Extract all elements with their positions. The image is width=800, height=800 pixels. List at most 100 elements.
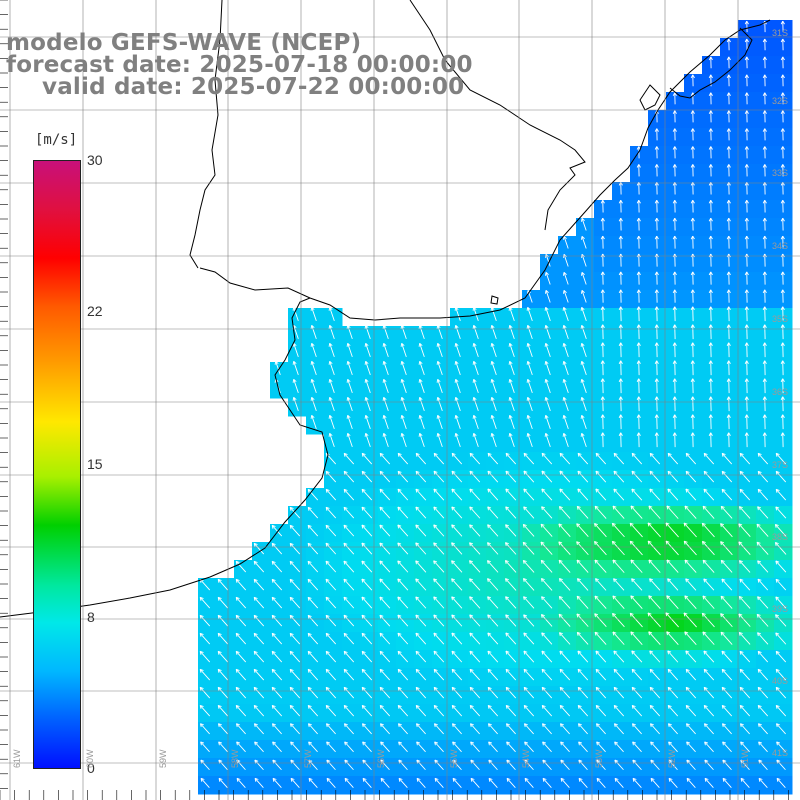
wind-arrow (540, 523, 553, 537)
wind-arrow (744, 414, 749, 430)
lake-dot (490, 295, 499, 305)
wind-arrow (762, 200, 767, 213)
wind-arrow (490, 396, 497, 412)
wind-arrow (487, 668, 499, 681)
wind-arrow (380, 777, 390, 788)
wind-arrow (672, 128, 677, 141)
wind-arrow (672, 360, 677, 376)
wind-arrow (328, 378, 335, 394)
wind-arrow (526, 360, 533, 376)
wind-arrow (757, 470, 769, 483)
wind-arrow (361, 560, 373, 573)
wind-arrow (436, 432, 443, 448)
wind-arrow (469, 686, 481, 699)
wind-arrow (562, 324, 569, 340)
wind-arrow (738, 560, 751, 573)
wind-arrow (703, 470, 715, 483)
wind-arrow (618, 414, 623, 430)
wind-arrow (524, 777, 534, 788)
wind-arrow (631, 650, 643, 663)
wind-arrow (307, 506, 319, 519)
wind-arrow (580, 360, 587, 376)
wind-arrow (418, 342, 425, 358)
wind-arrow (523, 650, 535, 663)
wind-arrow (382, 396, 389, 412)
wind-arrow (576, 631, 589, 645)
wind-arrow (739, 452, 751, 465)
wind-arrow (451, 650, 463, 663)
wind-arrow (544, 432, 551, 448)
wind-arrow (580, 342, 587, 358)
wind-arrow (544, 396, 551, 412)
wind-arrow (469, 614, 481, 627)
wind-arrow (613, 488, 625, 501)
wind-arrow (289, 686, 301, 699)
wind-arrow (708, 342, 713, 358)
wind-arrow (685, 452, 697, 465)
lagoon-small (639, 84, 661, 111)
wind-arrow (289, 542, 301, 555)
wind-arrow (762, 92, 767, 105)
wind-arrow (757, 488, 769, 501)
wind-arrow (418, 396, 425, 412)
wind-arrow (326, 741, 336, 753)
wind-arrow (739, 668, 751, 681)
wind-arrow (594, 523, 607, 538)
wind-arrow (775, 723, 786, 735)
wind-arrow (672, 414, 677, 430)
wind-arrow (397, 650, 409, 663)
wind-arrow (762, 235, 767, 249)
wind-arrow (310, 378, 317, 394)
wind-arrow (217, 650, 229, 663)
wind-arrow (469, 470, 481, 483)
wind-arrow (631, 578, 643, 591)
wind-arrow (522, 523, 535, 537)
wind-arrow (307, 596, 319, 609)
wind-arrow (708, 289, 713, 303)
wind-arrow (618, 378, 623, 394)
wind-arrow (762, 306, 767, 322)
wind-arrow (490, 342, 497, 358)
wind-arrow (523, 488, 535, 501)
wind-arrow (704, 777, 714, 788)
wind-arrow (526, 324, 533, 340)
wind-arrow (613, 578, 625, 591)
wind-arrow (708, 432, 713, 448)
wind-arrow (364, 378, 371, 394)
wind-arrow (613, 668, 625, 681)
wind-arrow (217, 614, 229, 627)
wind-arrow (541, 668, 553, 681)
wind-arrow (618, 235, 623, 249)
wind-arrow (596, 741, 606, 753)
wind-arrow (415, 686, 427, 699)
state-border (409, 0, 586, 231)
wind-arrow (508, 306, 515, 322)
wind-arrow (379, 596, 391, 609)
wind-arrow (433, 524, 445, 537)
wind-arrow (726, 164, 731, 177)
wind-arrow (721, 704, 733, 717)
wind-arrow (343, 488, 355, 501)
wind-arrow (490, 324, 497, 340)
wind-arrow (253, 542, 265, 555)
wind-arrow (665, 522, 679, 538)
wind-arrow (720, 505, 733, 519)
wind-arrow (506, 777, 516, 788)
wind-arrow (600, 235, 605, 249)
wind-arrow (397, 488, 409, 501)
wind-arrow (562, 432, 569, 448)
wind-arrow (690, 200, 695, 213)
wind-arrow (400, 432, 407, 448)
wind-arrow (780, 200, 785, 213)
wind-arrow (595, 650, 607, 663)
wind-arrow (775, 560, 787, 573)
wind-arrow (740, 741, 750, 753)
wind-arrow (469, 704, 481, 717)
wind-arrow (199, 596, 211, 609)
wind-arrow (740, 777, 750, 788)
wind-arrow (271, 578, 283, 591)
wind-arrow (343, 632, 355, 645)
wind-arrow (505, 686, 517, 699)
wind-arrow (672, 289, 677, 303)
wind-arrow (726, 217, 731, 231)
